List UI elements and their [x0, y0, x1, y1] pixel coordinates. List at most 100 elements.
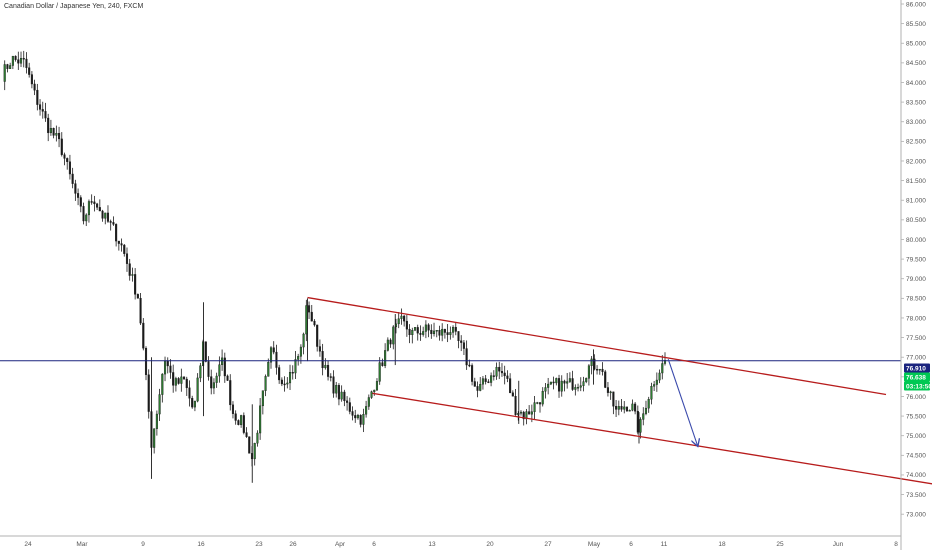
- price-tag-box: [904, 363, 930, 373]
- candle: [636, 405, 639, 435]
- x-tick-label: 25: [776, 541, 784, 548]
- candle: [661, 355, 664, 380]
- candle: [329, 373, 332, 382]
- candle-body: [653, 384, 656, 387]
- candle-body: [332, 376, 335, 394]
- candle-body: [109, 221, 112, 223]
- candle-body: [438, 330, 441, 336]
- candle: [272, 341, 275, 355]
- candle: [413, 327, 417, 332]
- candle: [476, 381, 479, 398]
- price-axis[interactable]: 86.000 85.500 85.000 84.500 84.000 83.500 83.0…: [901, 1, 926, 518]
- y-tick-label: 85.000: [906, 41, 926, 48]
- y-tick-label: 80.500: [906, 217, 926, 224]
- candle: [259, 398, 262, 440]
- candle-body: [96, 203, 99, 208]
- y-tick-label: 77.500: [906, 335, 926, 342]
- time-axis[interactable]: 24 Mar 9 16 23 26 Apr 6 13 20 27 May 6 11 18 25 Jun 8: [24, 541, 898, 548]
- candle: [454, 322, 457, 336]
- candle-body: [413, 327, 417, 331]
- candle-body: [465, 348, 468, 366]
- candle-body: [318, 346, 321, 352]
- candle: [337, 383, 340, 406]
- candle: [25, 52, 28, 74]
- candle-body: [218, 364, 221, 377]
- candle: [180, 368, 183, 392]
- candle-body: [9, 65, 12, 69]
- candle: [93, 195, 96, 212]
- x-tick-label: 16: [197, 541, 205, 548]
- candle-body: [446, 332, 449, 335]
- y-tick-label: 74.500: [906, 453, 926, 460]
- candle: [386, 337, 389, 352]
- candle-body: [384, 350, 387, 366]
- candle: [74, 179, 77, 201]
- candle-body: [44, 111, 47, 119]
- candle-body: [120, 243, 123, 246]
- candle-body: [264, 376, 267, 391]
- candle-body: [185, 378, 188, 389]
- candle-body: [419, 332, 422, 335]
- candle: [650, 382, 653, 405]
- candle-body: [142, 322, 145, 349]
- candle: [443, 328, 446, 339]
- candle-body: [71, 173, 74, 184]
- candle: [343, 389, 346, 407]
- candle-body: [77, 193, 80, 198]
- candle: [549, 381, 552, 386]
- candle: [381, 358, 384, 367]
- x-tick-label: 9: [141, 541, 145, 548]
- x-tick-label: 23: [255, 541, 263, 548]
- candle-body: [422, 331, 425, 335]
- candle-body: [519, 411, 523, 414]
- candle-body: [169, 365, 172, 373]
- y-tick-label: 74.000: [906, 472, 926, 479]
- candle: [492, 370, 495, 381]
- candle: [655, 372, 658, 392]
- candle: [663, 352, 667, 366]
- candle-body: [180, 376, 183, 384]
- candle-body: [245, 432, 248, 437]
- candle-body: [17, 59, 20, 64]
- candle-body: [503, 372, 506, 377]
- candle-body: [473, 381, 476, 387]
- candle-body: [430, 329, 433, 335]
- candle: [240, 414, 243, 428]
- candle-body: [449, 332, 452, 335]
- candle: [452, 325, 455, 338]
- candle: [144, 346, 148, 381]
- candle-body: [242, 415, 245, 433]
- candle: [373, 389, 376, 396]
- x-tick-label: 6: [372, 541, 376, 548]
- price-tag: 03:13:50: [904, 381, 932, 391]
- candle-body: [38, 104, 42, 110]
- candle: [134, 268, 137, 300]
- candle-body: [365, 406, 368, 415]
- candle-body: [522, 411, 525, 420]
- candle-body: [212, 382, 215, 389]
- candle-body: [498, 366, 501, 372]
- candle: [335, 381, 338, 398]
- candle: [117, 240, 120, 251]
- candle-body: [36, 89, 39, 105]
- candle-body: [378, 362, 381, 382]
- candle: [49, 119, 52, 136]
- candle: [552, 376, 555, 390]
- candle: [574, 384, 577, 396]
- candle-body: [525, 411, 528, 420]
- candle-body: [68, 161, 71, 175]
- candle-body: [131, 274, 134, 276]
- candle-body: [636, 410, 639, 433]
- candle-body: [585, 378, 588, 382]
- candle-body: [416, 327, 419, 334]
- candle: [571, 370, 574, 391]
- candle-body: [490, 375, 493, 383]
- candle: [332, 370, 335, 398]
- candle: [261, 390, 264, 415]
- candle-body: [435, 330, 438, 332]
- candle-body: [547, 383, 550, 388]
- candle-body: [579, 385, 582, 388]
- candle-body: [658, 372, 661, 381]
- candle-body: [462, 342, 465, 349]
